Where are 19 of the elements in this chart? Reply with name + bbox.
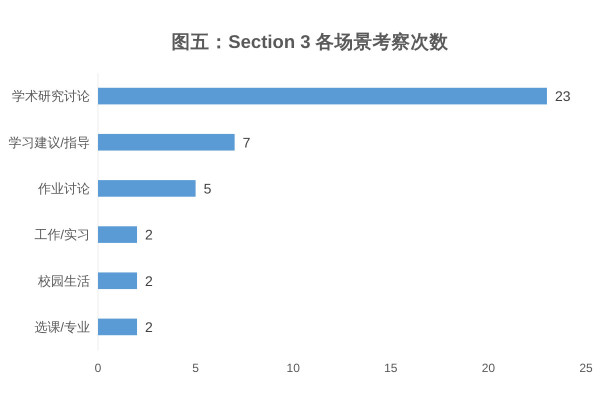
data-label: 2: [145, 226, 153, 243]
category-label: 学习建议/指导: [8, 134, 90, 150]
category-label: 学术研究讨论: [12, 88, 90, 104]
data-label: 2: [145, 318, 153, 335]
x-tick-label: 0: [94, 361, 102, 375]
category-label: 工作/实习: [34, 227, 90, 242]
x-tick-label: 20: [482, 361, 496, 375]
category-label: 选课/专业: [34, 319, 90, 334]
x-tick-label: 15: [384, 361, 398, 375]
data-label: 5: [204, 180, 212, 196]
x-tick-label: 5: [192, 361, 199, 375]
x-tick-label: 10: [286, 361, 300, 375]
title: 图五：Section 3 各场景考察次数: [171, 31, 449, 52]
data-label: 7: [242, 134, 250, 150]
data-label: 2: [145, 272, 153, 289]
category-label: 校园生活: [38, 273, 90, 288]
data-label: 23: [554, 88, 571, 104]
x-tick-label: 25: [579, 361, 593, 375]
category-label: 作业讨论: [38, 180, 90, 196]
